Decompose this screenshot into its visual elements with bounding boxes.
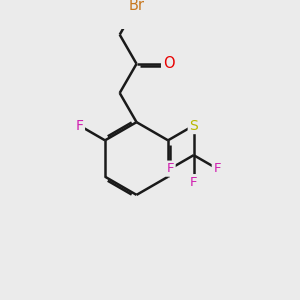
Text: F: F xyxy=(167,162,174,175)
Text: O: O xyxy=(163,56,174,71)
Text: S: S xyxy=(189,118,198,133)
Text: F: F xyxy=(190,176,197,189)
Text: F: F xyxy=(213,162,221,175)
Text: F: F xyxy=(75,118,83,133)
Text: Br: Br xyxy=(128,0,145,13)
